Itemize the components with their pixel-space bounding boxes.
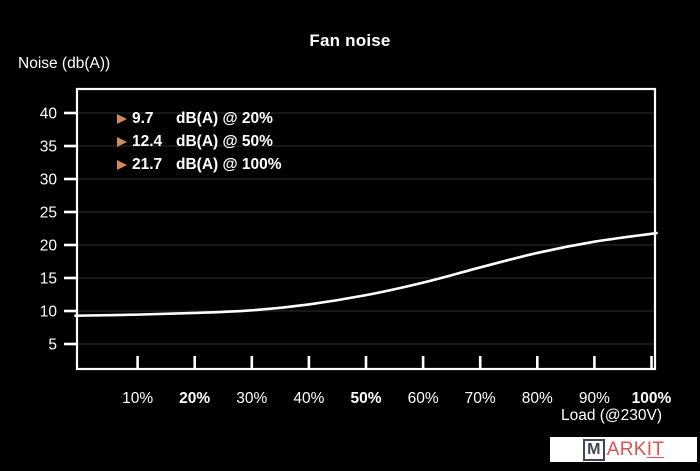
y-tick-label: 30 <box>40 172 58 189</box>
arrow-right-icon <box>117 137 127 147</box>
y-tick-label: 40 <box>40 106 58 123</box>
x-tick-label: 100% <box>632 390 672 407</box>
callout-label: dB(A) @ 20% <box>176 110 273 127</box>
callout-value: 21.7 <box>132 156 163 173</box>
arrow-right-icon <box>117 160 127 170</box>
watermark-text-it: IT <box>646 439 665 460</box>
callout-label: dB(A) @ 50% <box>176 133 273 150</box>
x-tick-label: 80% <box>522 390 553 407</box>
y-tick-label: 35 <box>40 139 57 156</box>
callout-row: 9.7 dB(A) @ 20% <box>117 108 282 130</box>
noise-curve <box>74 231 658 318</box>
plot-border <box>75 87 657 371</box>
x-tick-label: 50% <box>350 390 381 407</box>
y-axis-title: Noise (db(A)) <box>18 55 111 72</box>
x-tick-label: 70% <box>465 390 496 407</box>
callout-label: dB(A) @ 100% <box>176 156 282 173</box>
x-tick-label: 90% <box>579 390 610 407</box>
x-tick-label: 30% <box>236 390 267 407</box>
callout-legend: 9.7 dB(A) @ 20% 12.4 dB(A) @ 50% 21.7 dB(A) @… <box>117 108 282 177</box>
arrow-right-icon <box>117 114 127 124</box>
callout-row: 12.4 dB(A) @ 50% <box>117 131 282 153</box>
y-tick-label: 20 <box>40 238 58 255</box>
x-tick-label: 60% <box>408 390 439 407</box>
y-tick-label: 15 <box>40 271 57 288</box>
callout-value: 12.4 <box>132 133 163 150</box>
x-axis-title: Load (@230V) <box>560 407 662 424</box>
chart-title: Fan noise <box>309 31 391 50</box>
x-tick-label: 10% <box>122 390 153 407</box>
callout-value: 9.7 <box>132 110 154 127</box>
y-tick-label: 5 <box>48 337 57 354</box>
watermark-text-ark: ARK <box>606 439 647 460</box>
callout-row: 21.7 dB(A) @ 100% <box>117 154 282 176</box>
markit-watermark: M ARK IT <box>550 437 697 462</box>
watermark-logo-m: M <box>582 438 605 461</box>
x-tick-label: 20% <box>179 390 210 407</box>
y-tick-label: 10 <box>40 304 58 321</box>
y-tick-label: 25 <box>40 205 57 222</box>
x-tick-label: 40% <box>293 390 324 407</box>
